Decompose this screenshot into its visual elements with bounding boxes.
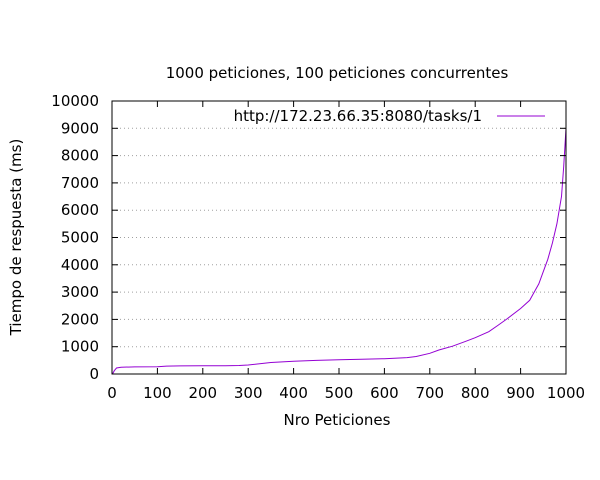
y-tick-label-5: 5000 xyxy=(61,229,99,247)
series-line-0 xyxy=(112,128,567,375)
x-tick-label-0: 0 xyxy=(107,384,117,402)
y-axis-ticks: 0 1000 2000 3000 4000 5000 6000 7000 8000 9000 100… xyxy=(51,92,566,383)
legend-series-label: http://172.23.66.35:8080/tasks/1 xyxy=(234,107,482,125)
y-tick-label-7: 7000 xyxy=(61,174,99,192)
x-tick-label-10: 1000 xyxy=(547,384,585,402)
x-tick-label-8: 800 xyxy=(461,384,490,402)
x-axis-label: Nro Peticiones xyxy=(284,411,391,429)
y-tick-label-3: 3000 xyxy=(61,283,99,301)
y-axis-label: Tiempo de respuesta (ms) xyxy=(7,139,25,337)
x-tick-label-4: 400 xyxy=(279,384,308,402)
y-tick-label-10: 10000 xyxy=(51,92,99,110)
x-tick-label-7: 700 xyxy=(415,384,444,402)
grid-lines xyxy=(112,127,566,348)
x-tick-label-3: 300 xyxy=(234,384,263,402)
x-axis-ticks: 0 100 200 300 400 500 600 700 800 900 1000 xyxy=(107,101,585,402)
x-tick-label-6: 600 xyxy=(370,384,399,402)
y-tick-label-2: 2000 xyxy=(61,310,99,328)
y-tick-label-4: 4000 xyxy=(61,256,99,274)
chart-title: 1000 peticiones, 100 peticiones concurre… xyxy=(166,64,509,82)
series-layer xyxy=(112,128,567,375)
y-tick-label-1: 1000 xyxy=(61,338,99,356)
x-tick-label-1: 100 xyxy=(143,384,172,402)
x-tick-label-9: 900 xyxy=(506,384,535,402)
y-tick-label-9: 9000 xyxy=(61,119,99,137)
y-tick-label-0: 0 xyxy=(89,365,99,383)
x-tick-label-5: 500 xyxy=(325,384,354,402)
x-tick-label-2: 200 xyxy=(188,384,217,402)
y-tick-label-6: 6000 xyxy=(61,201,99,219)
legend: http://172.23.66.35:8080/tasks/1 xyxy=(234,107,545,125)
y-tick-label-8: 8000 xyxy=(61,147,99,165)
